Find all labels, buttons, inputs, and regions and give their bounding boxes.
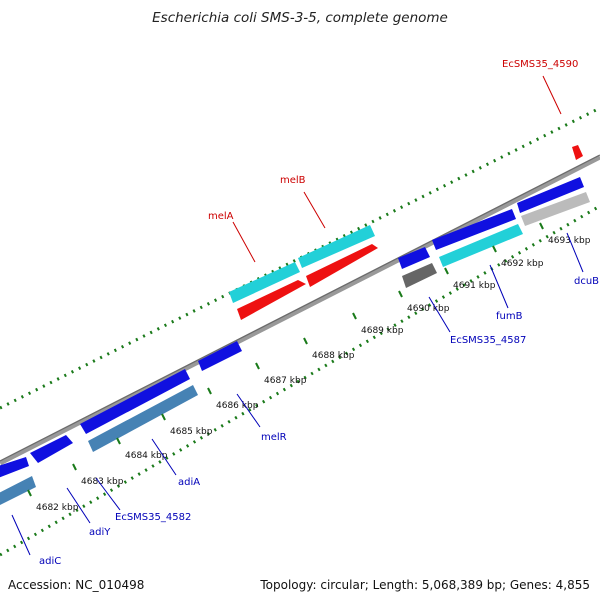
gene-melA[interactable] (229, 262, 300, 303)
tick-label: 4688 kbp (312, 351, 355, 361)
tick-mark (492, 245, 497, 253)
gene-label[interactable]: dcuB (574, 276, 599, 287)
gene-label[interactable]: EcSMS35_4590 (502, 59, 578, 70)
tick-label: 4687 kbp (264, 376, 307, 386)
gene-EcSMS35_4586[interactable] (398, 247, 430, 269)
tick-label: 4691 kbp (453, 281, 496, 291)
gene-label[interactable]: EcSMS35_4582 (115, 512, 191, 523)
gene-adiA[interactable] (80, 369, 190, 434)
gene-adiC[interactable] (0, 457, 29, 478)
tick-mark (352, 312, 357, 320)
gene-label[interactable]: melA (208, 211, 234, 222)
gene-melA-red[interactable] (237, 280, 306, 320)
tick-label: 4690 kbp (407, 304, 450, 314)
tick-label: 4686 kbp (216, 401, 259, 411)
scale-ticks: 4682 kbp 4683 kbp 4684 kbp 4685 kbp 4686 kbp… (27, 222, 591, 513)
tick-mark (539, 222, 544, 230)
gene-label[interactable]: fumB (496, 311, 523, 322)
genome-backbone (0, 154, 600, 466)
tick-mark (255, 362, 260, 370)
tick-mark (27, 489, 32, 497)
tick-mark (161, 413, 166, 421)
map-title: Escherichia coli SMS-3-5, complete genom… (152, 10, 448, 26)
gene-label[interactable]: adiY (89, 527, 111, 538)
tick-label: 4685 kbp (170, 427, 213, 437)
tick-label: 4684 kbp (125, 451, 168, 461)
gene-fumB[interactable] (439, 224, 523, 267)
tick-mark (72, 463, 77, 471)
gene-melB[interactable] (298, 225, 375, 268)
genome-summary-text: Topology: circular; Length: 5,068,389 bp… (260, 578, 590, 592)
gene-melR[interactable] (198, 341, 242, 371)
gene-dcuB-upstream[interactable] (517, 177, 584, 213)
gene-label[interactable]: adiC (39, 556, 61, 567)
feature-track (0, 145, 590, 506)
tick-label: 4689 kbp (361, 326, 404, 336)
gene-EcSMS35_4587[interactable] (402, 263, 437, 288)
tick-mark (207, 387, 212, 395)
tick-label: 4682 kbp (36, 503, 79, 513)
gene-melB-red[interactable] (306, 244, 378, 287)
gene-label[interactable]: melB (280, 175, 306, 186)
tick-mark (398, 290, 403, 298)
tick-mark (303, 337, 308, 345)
gene-EcSMS35_4590[interactable] (572, 145, 583, 160)
gene-label[interactable]: adiA (178, 477, 200, 488)
gene-label[interactable]: EcSMS35_4587 (450, 335, 526, 346)
tick-label: 4683 kbp (81, 477, 124, 487)
gene-EcSMS35_4581[interactable] (0, 476, 36, 506)
gene-fumB-upstream[interactable] (432, 209, 516, 250)
accession-text: Accession: NC_010498 (8, 578, 145, 592)
gene-EcSMS35_4582[interactable] (88, 385, 198, 452)
gene-dcuB[interactable] (521, 192, 590, 226)
gene-adiY[interactable] (30, 435, 73, 463)
tick-label: 4693 kbp (548, 236, 591, 246)
gene-labels: adiC adiY EcSMS35_4582 adiA melR melA me… (39, 59, 599, 567)
tick-mark (116, 437, 121, 445)
tick-mark (444, 267, 449, 275)
tick-label: 4692 kbp (501, 259, 544, 269)
gene-label[interactable]: melR (261, 432, 287, 443)
gene-label-leaders (11, 75, 584, 556)
